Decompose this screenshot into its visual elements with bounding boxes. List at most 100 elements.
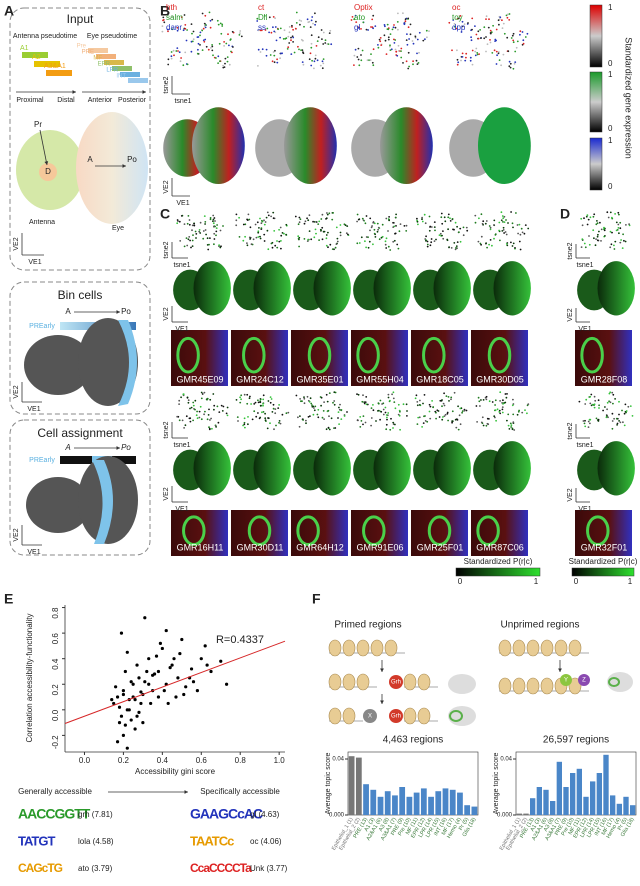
- tsne-dot: [276, 61, 279, 64]
- tsne-dot: [184, 424, 187, 427]
- tsne-dot: [592, 215, 595, 218]
- tsne-dot: [232, 46, 234, 48]
- tsne-dot: [274, 49, 276, 52]
- tsne-dot: [618, 232, 620, 235]
- tsne-dot: [332, 212, 334, 214]
- tsne-dot: [432, 406, 435, 408]
- tsne-dot: [246, 402, 249, 405]
- tsne-dot: [475, 47, 478, 50]
- tsne-dot: [356, 220, 358, 223]
- tsne-dot: [267, 214, 270, 217]
- tsne-dot: [443, 392, 445, 395]
- tsne-dot: [613, 244, 615, 247]
- tsne-dot: [408, 38, 410, 40]
- input-box: [9, 7, 151, 271]
- label: Po: [121, 443, 131, 452]
- tsne-dot: [441, 418, 444, 421]
- nucleosome: [328, 707, 342, 725]
- tsne-dot: [372, 48, 375, 51]
- tsne-dot: [460, 31, 463, 33]
- tsne-dot: [593, 395, 596, 398]
- tsne-dot: [512, 39, 515, 42]
- tsne-dot: [197, 36, 200, 38]
- tsne-dot: [516, 413, 519, 416]
- tsne-dot: [272, 407, 275, 410]
- tsne-dot: [582, 420, 585, 422]
- tsne-dot: [519, 33, 521, 36]
- tsne-dot: [403, 22, 406, 24]
- tsne-dot: [300, 49, 302, 51]
- label: Pr: [34, 120, 42, 129]
- disc-antenna: [26, 477, 90, 533]
- tsne-dot: [578, 400, 581, 403]
- colorbar-tick: 1: [608, 70, 613, 79]
- tsne-dot: [327, 231, 329, 234]
- tsne-dot: [229, 39, 232, 41]
- bar: [596, 773, 602, 815]
- tsne-dot: [162, 19, 164, 22]
- tsne-dot: [424, 238, 427, 240]
- tsne-dot: [379, 40, 382, 43]
- tsne-dot: [428, 229, 431, 232]
- tsne-dot: [441, 222, 444, 225]
- tsne-dot: [223, 41, 226, 43]
- tsne-dot: [361, 400, 364, 403]
- label: Y: [564, 678, 568, 684]
- tsne-dot: [365, 403, 368, 406]
- tsne-dot: [206, 237, 209, 240]
- tsne-dot: [278, 404, 280, 406]
- line-label: GMR30D05: [476, 374, 524, 384]
- tsne-dot: [299, 218, 302, 221]
- tsne-dot: [310, 34, 313, 37]
- tsne-dot: [343, 415, 346, 417]
- tsne-dot: [475, 33, 478, 36]
- tsne-dot: [307, 416, 310, 418]
- tsne-dot: [494, 40, 496, 42]
- tsne-dot: [387, 28, 390, 31]
- x-tick-label: 0.8: [235, 756, 247, 765]
- tsne-dot: [465, 52, 468, 55]
- tsne-dot: [196, 410, 199, 413]
- tsne-dot: [309, 397, 312, 400]
- bar: [590, 781, 596, 815]
- tsne-dot: [584, 419, 586, 422]
- tsne-dot: [416, 220, 419, 223]
- tsne-dot: [372, 221, 375, 224]
- y-tick-label: 0.2: [51, 684, 60, 696]
- gene-label: salm: [166, 13, 183, 22]
- tsne-dot: [365, 28, 368, 31]
- tsne-dot: [370, 424, 372, 427]
- tsne-dot: [628, 223, 630, 226]
- bar: [530, 798, 536, 815]
- label: PREarly: [29, 457, 55, 464]
- tsne-dot: [182, 29, 185, 32]
- tsne-dot: [400, 47, 403, 50]
- tsne-dot: [297, 416, 299, 419]
- tsne-dot: [295, 22, 298, 24]
- tsne-dot: [192, 419, 195, 422]
- tsne-dot: [364, 421, 367, 424]
- tsne-dot: [587, 218, 590, 221]
- tsne-dot: [494, 234, 497, 236]
- tsne-dot: [625, 224, 627, 226]
- tsne-dot: [315, 20, 317, 23]
- tsne-dot: [284, 37, 287, 40]
- tsne-dot: [257, 48, 260, 51]
- tsne-dot: [304, 220, 307, 223]
- tsne-dot: [390, 417, 392, 420]
- tsne-dot: [170, 51, 173, 53]
- tsne-dot: [257, 65, 259, 67]
- tsne-dot: [493, 219, 496, 222]
- tsne-dot: [425, 29, 428, 32]
- tsne-dot: [188, 223, 191, 226]
- tsne-dot: [434, 229, 436, 232]
- tsne-dot: [374, 236, 377, 238]
- tsne-dot: [195, 233, 198, 235]
- tsne-dot: [171, 28, 174, 31]
- tsne-dot: [416, 63, 419, 65]
- gene-label: ato: [354, 13, 366, 22]
- tsne-dot: [279, 36, 281, 39]
- tsne-dot: [608, 400, 610, 403]
- tsne-dot: [615, 417, 618, 420]
- tsne-dot: [474, 50, 477, 53]
